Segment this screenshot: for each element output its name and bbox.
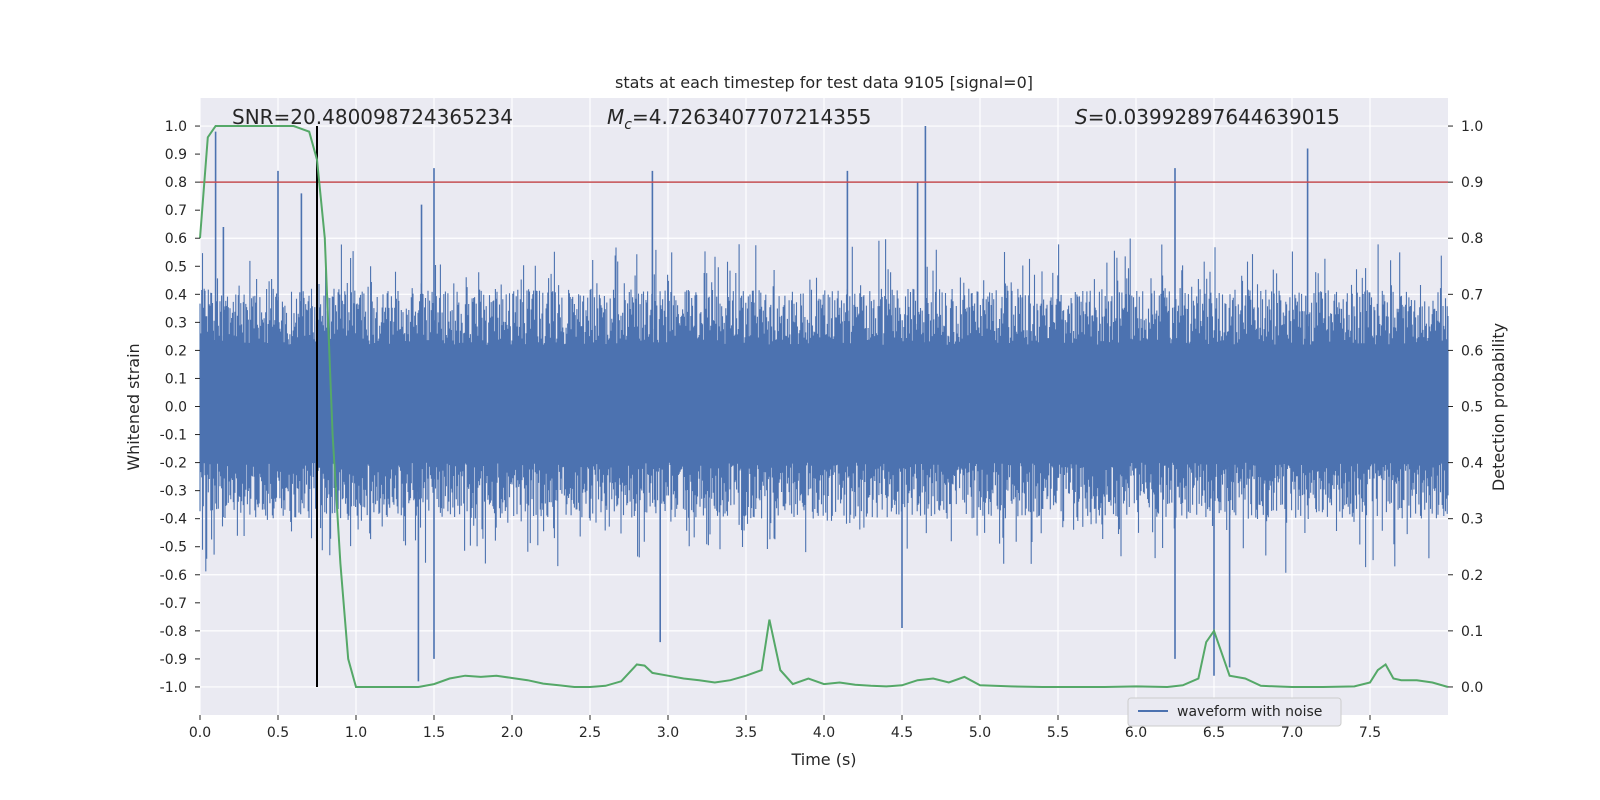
x-axis-label: Time (s): [790, 750, 856, 769]
y-right-tick-label: 0.0: [1461, 680, 1483, 696]
x-tick-label: 0.5: [267, 725, 289, 741]
y-right-axis-label: Detection probability: [1489, 323, 1508, 491]
y-tick-label: -0.6: [160, 568, 187, 584]
chart-title: stats at each timestep for test data 910…: [615, 73, 1033, 92]
legend: waveform with noise: [1127, 697, 1342, 727]
x-tick-label: 0.0: [189, 725, 211, 741]
x-tick-label: 3.5: [735, 725, 757, 741]
mc-symbol: M: [607, 105, 624, 129]
mc-subscript: c: [624, 117, 632, 133]
x-tick-label: 4.5: [891, 725, 913, 741]
y-right-tick-label: 1.0: [1461, 119, 1483, 135]
x-tick-label: 4.0: [813, 725, 835, 741]
y-right-tick-label: 0.8: [1461, 231, 1483, 247]
y-tick-label: -0.5: [160, 540, 187, 556]
x-tick-label: 7.5: [1359, 725, 1381, 741]
y-axis-label: Whitened strain: [124, 343, 143, 470]
y-tick-label: 0.8: [165, 175, 187, 191]
x-tick-label: 6.5: [1203, 725, 1225, 741]
y-tick-label: 1.0: [165, 119, 187, 135]
y-tick-label: -0.2: [160, 456, 187, 472]
y-tick-label: -0.3: [160, 484, 187, 500]
x-axis-ticks: 0.0 0.5 1.0 1.5 2.0 2.5 3.0 3.5 4.0 4.5 5.0 5.5 6.0 6…: [189, 715, 1381, 741]
y-tick-label: 0.7: [165, 203, 187, 219]
y-tick-label: 0.5: [165, 259, 187, 275]
s-annotation: S=0.03992897644639015: [1075, 105, 1340, 129]
x-tick-label: 6.0: [1125, 725, 1147, 741]
legend-label: waveform with noise: [1177, 704, 1322, 720]
y-tick-label: 0.4: [165, 287, 187, 303]
y-right-tick-label: 0.3: [1461, 512, 1483, 528]
y-tick-label: 0.9: [165, 147, 187, 163]
waveform-core-band: [200, 347, 1448, 463]
y-tick-label: -0.8: [160, 624, 187, 640]
x-tick-label: 2.5: [579, 725, 601, 741]
y-tick-label: 0.0: [165, 400, 187, 416]
y-tick-label: 0.1: [165, 371, 187, 387]
y-tick-label: 0.3: [165, 315, 187, 331]
y-right-tick-label: 0.1: [1461, 624, 1483, 640]
probability-series-line: [199, 125, 1449, 689]
y-tick-label: 0.6: [165, 231, 187, 247]
y-axis-ticks: 1.0 0.9 0.8 0.7 0.6 0.5 0.4 0.3 0.2 0.1 0.0 -0.1 -0.…: [160, 119, 200, 696]
x-tick-label: 2.0: [501, 725, 523, 741]
y-tick-label: -0.7: [160, 596, 187, 612]
x-tick-label: 7.0: [1281, 725, 1303, 741]
x-tick-label: 1.5: [423, 725, 445, 741]
legend-box: [1127, 697, 1342, 727]
y-right-tick-label: 0.6: [1461, 343, 1483, 359]
s-symbol: S: [1075, 105, 1088, 129]
x-tick-label: 5.0: [969, 725, 991, 741]
y-tick-label: -0.9: [160, 652, 187, 668]
y-right-tick-label: 0.4: [1461, 456, 1483, 472]
x-tick-label: 1.0: [345, 725, 367, 741]
y-right-axis-ticks: 1.0 0.9 0.8 0.7 0.6 0.5 0.4 0.3 0.2 0.1 0.0: [1448, 119, 1483, 696]
y-right-tick-label: 0.2: [1461, 568, 1483, 584]
y-tick-label: -0.4: [160, 512, 187, 528]
y-tick-label: -1.0: [160, 680, 187, 696]
snr-annotation: SNR=20.480098724365234: [232, 105, 513, 129]
s-value: =0.03992897644639015: [1088, 105, 1340, 129]
y-tick-label: 0.2: [165, 343, 187, 359]
x-tick-label: 3.0: [657, 725, 679, 741]
mc-annotation: Mc=4.7263407707214355: [607, 105, 871, 133]
waveform-series: [199, 126, 1449, 682]
x-tick-label: 5.5: [1047, 725, 1069, 741]
y-right-tick-label: 0.5: [1461, 400, 1483, 416]
y-right-tick-label: 0.9: [1461, 175, 1483, 191]
y-tick-label: -0.1: [160, 428, 187, 444]
mc-value: =4.7263407707214355: [632, 105, 871, 129]
y-right-tick-label: 0.7: [1461, 287, 1483, 303]
